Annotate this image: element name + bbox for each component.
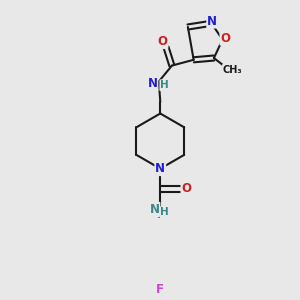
Text: N: N (155, 162, 165, 175)
Text: CH₃: CH₃ (223, 64, 243, 75)
Text: O: O (220, 32, 230, 45)
Text: H: H (160, 80, 169, 90)
Text: O: O (158, 35, 167, 48)
Text: N: N (207, 15, 217, 28)
Text: O: O (182, 182, 191, 196)
Text: N: N (147, 77, 158, 90)
Text: H: H (160, 207, 169, 217)
Text: N: N (149, 203, 160, 216)
Text: F: F (156, 283, 164, 296)
